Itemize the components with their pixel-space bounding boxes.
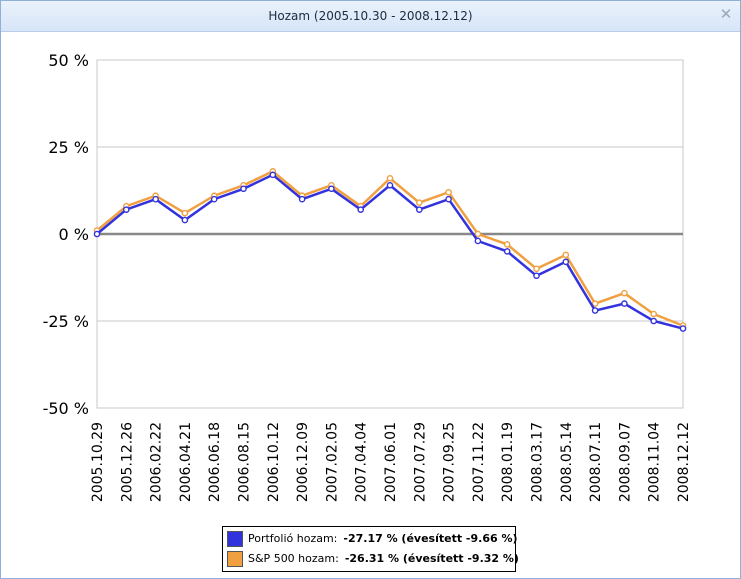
- x-tick-label: 2005.12.26: [119, 422, 135, 502]
- x-tick-label: 2006.12.09: [295, 422, 311, 502]
- data-point-portfolio: [123, 206, 130, 213]
- y-tick-label: 0 %: [59, 225, 89, 244]
- x-tick-label: 2006.06.18: [207, 422, 223, 502]
- data-point-portfolio: [328, 185, 335, 193]
- y-tick-label: -25 %: [43, 312, 89, 331]
- x-tick-label: 2006.02.22: [149, 422, 165, 502]
- x-tick-label: 2008.01.19: [500, 422, 516, 502]
- data-point-portfolio: [562, 258, 570, 266]
- legend-swatch-portfolio: [227, 531, 243, 547]
- data-point-portfolio: [533, 272, 540, 280]
- y-tick-label: 25 %: [48, 138, 89, 157]
- data-point-portfolio: [298, 195, 306, 203]
- x-tick-label: 2007.09.25: [442, 422, 458, 502]
- x-tick-label: 2008.12.12: [676, 422, 692, 502]
- data-point-sp500: [181, 209, 189, 217]
- data-point-sp500: [415, 199, 423, 206]
- legend: Portfolió hozam: -27.17 % (évesített -9.6…: [222, 526, 519, 572]
- x-tick-label: 2006.04.21: [178, 422, 194, 502]
- data-point-portfolio: [210, 195, 218, 203]
- data-point-portfolio: [679, 325, 687, 332]
- data-point-sp500: [386, 175, 394, 182]
- x-tick-label: 2005.10.29: [90, 422, 106, 502]
- legend-label-sp500: S&P 500 hozam:: [248, 552, 339, 565]
- x-tick-label: 2006.10.12: [266, 422, 282, 502]
- data-point-sp500: [503, 241, 511, 248]
- x-tick-label: 2007.07.29: [412, 422, 428, 502]
- legend-value-portfolio: -27.17 % (évesített -9.66 %): [343, 532, 518, 545]
- data-point-sp500: [474, 230, 482, 238]
- data-point-portfolio: [445, 195, 452, 203]
- title-bar: Hozam (2005.10.30 - 2008.12.12) ✕: [1, 1, 740, 32]
- data-point-portfolio: [474, 237, 482, 245]
- data-point-portfolio: [269, 171, 277, 179]
- window-title: Hozam (2005.10.30 - 2008.12.12): [268, 9, 473, 23]
- x-tick-label: 2007.02.05: [324, 422, 340, 502]
- data-point-sp500: [650, 310, 658, 318]
- y-tick-label: -50 %: [43, 399, 89, 418]
- data-point-portfolio: [357, 206, 365, 213]
- data-point-sp500: [621, 289, 628, 297]
- x-tick-label: 2008.09.07: [617, 422, 633, 502]
- data-point-sp500: [445, 188, 452, 196]
- x-tick-label: 2008.03.17: [530, 422, 546, 502]
- data-point-portfolio: [503, 248, 511, 255]
- legend-value-sp500: -26.31 % (évesített -9.32 %): [344, 552, 519, 565]
- legend-item-sp500: S&P 500 hozam: -26.31 % (évesített -9.32 …: [227, 550, 519, 568]
- x-tick-label: 2008.11.04: [647, 422, 663, 502]
- x-tick-label: 2008.07.11: [588, 422, 604, 502]
- legend-label-portfolio: Portfolió hozam:: [248, 532, 338, 545]
- data-point-sp500: [591, 300, 599, 307]
- data-point-portfolio: [650, 317, 658, 325]
- x-tick-label: 2006.08.15: [237, 422, 253, 502]
- data-point-portfolio: [591, 307, 599, 314]
- x-tick-label: 2007.11.22: [471, 422, 487, 502]
- data-point-portfolio: [386, 181, 394, 189]
- data-point-portfolio: [181, 216, 189, 224]
- close-icon[interactable]: ✕: [719, 5, 733, 23]
- data-point-portfolio: [93, 230, 101, 238]
- x-tick-label: 2007.04.04: [354, 422, 370, 502]
- data-point-portfolio: [415, 206, 423, 213]
- y-tick-label: 50 %: [48, 51, 89, 70]
- data-point-portfolio: [621, 300, 628, 307]
- x-tick-label: 2007.06.01: [383, 422, 399, 502]
- data-point-portfolio: [152, 195, 159, 203]
- data-point-sp500: [562, 251, 570, 259]
- legend-item-portfolio: Portfolió hozam: -27.17 % (évesített -9.6…: [227, 530, 518, 548]
- data-point-sp500: [533, 265, 540, 273]
- data-point-portfolio: [240, 185, 247, 193]
- legend-swatch-sp500: [227, 551, 243, 567]
- x-tick-label: 2008.05.14: [559, 422, 575, 502]
